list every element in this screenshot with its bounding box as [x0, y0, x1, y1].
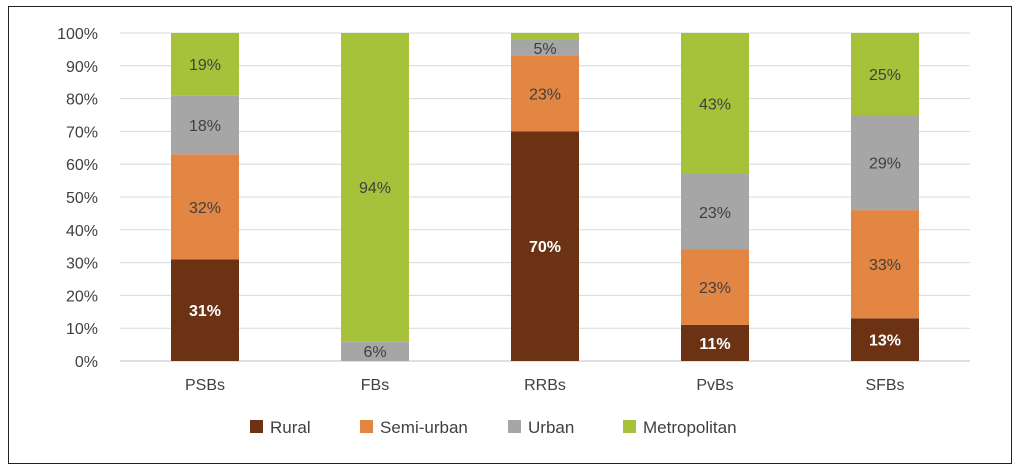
bar-segment-urban-sfbs	[851, 115, 919, 211]
data-label: 5%	[533, 41, 556, 58]
data-label: 25%	[869, 67, 901, 84]
legend-label: Rural	[270, 418, 311, 437]
legend-label: Metropolitan	[643, 418, 737, 437]
data-label: 29%	[869, 156, 901, 173]
data-label: 33%	[869, 257, 901, 274]
legend-swatch-rural	[250, 420, 263, 433]
legend-swatch-metropolitan	[623, 420, 636, 433]
x-tick-label: FBs	[361, 377, 389, 394]
data-label: 19%	[189, 57, 221, 74]
bar-segment-rural-rrbs	[511, 131, 579, 361]
y-tick-label: 40%	[66, 223, 98, 240]
data-label: 23%	[699, 205, 731, 222]
legend: Rural Semi-urban Urban Metropolitan	[250, 418, 737, 437]
y-tick-label: 50%	[66, 190, 98, 207]
bar-segment-semi-urban-pvbs	[681, 249, 749, 325]
y-tick-label: 90%	[66, 59, 98, 76]
data-label: 32%	[189, 200, 221, 217]
bar-segment-urban-psbs	[171, 95, 239, 155]
y-tick-label: 0%	[75, 354, 98, 371]
data-label: 94%	[359, 180, 391, 197]
legend-label: Urban	[528, 418, 574, 437]
legend-swatch-urban	[508, 420, 521, 433]
bar-segment-semi-urban-sfbs	[851, 210, 919, 319]
bar-segment-urban-pvbs	[681, 174, 749, 250]
bar-segment-metropolitan-psbs	[171, 33, 239, 96]
data-label: 70%	[529, 239, 561, 256]
bar-segment-urban-rrbs	[511, 39, 579, 56]
bar-segment-metropolitan-sfbs	[851, 33, 919, 115]
data-label: 18%	[189, 118, 221, 135]
y-tick-label: 20%	[66, 288, 98, 305]
x-tick-label: PvBs	[696, 377, 733, 394]
data-label: 6%	[363, 344, 386, 361]
y-tick-label: 80%	[66, 92, 98, 109]
y-axis: 0% 10% 20% 30% 40% 50% 60% 70% 80% 90% 100%	[57, 26, 98, 371]
y-tick-label: 70%	[66, 124, 98, 141]
legend-swatch-semi-urban	[360, 420, 373, 433]
bar-segment-semi-urban-rrbs	[511, 55, 579, 132]
y-tick-label: 30%	[66, 256, 98, 273]
x-axis: PSBs FBs RRBs PvBs SFBs	[185, 377, 905, 394]
y-tick-label: 100%	[57, 26, 98, 43]
x-tick-label: RRBs	[524, 377, 566, 394]
bar-segment-urban-fbs	[341, 341, 409, 361]
x-tick-label: SFBs	[865, 377, 904, 394]
y-tick-label: 60%	[66, 157, 98, 174]
data-label: 13%	[869, 333, 901, 350]
bar-segment-rural-pvbs	[681, 324, 749, 361]
legend-label: Semi-urban	[380, 418, 468, 437]
bar-segment-rural-sfbs	[851, 318, 919, 361]
data-label: 23%	[529, 87, 561, 104]
bar-segment-metropolitan-pvbs	[681, 33, 749, 175]
bar-segment-metropolitan-rrbs	[511, 33, 579, 40]
bar-segment-rural-psbs	[171, 259, 239, 361]
y-tick-label: 10%	[66, 321, 98, 338]
data-label: 43%	[699, 97, 731, 114]
data-label: 11%	[699, 336, 730, 353]
x-tick-label: PSBs	[185, 377, 225, 394]
data-label: 31%	[189, 303, 221, 320]
data-label: 23%	[699, 280, 731, 297]
bar-segment-metropolitan-fbs	[341, 33, 409, 342]
bar-segment-semi-urban-psbs	[171, 154, 239, 260]
bars: 31% 32% 18% 19% 6% 94% 70% 23% 5% 11% 23% 23% 43% 13%…	[171, 33, 919, 361]
